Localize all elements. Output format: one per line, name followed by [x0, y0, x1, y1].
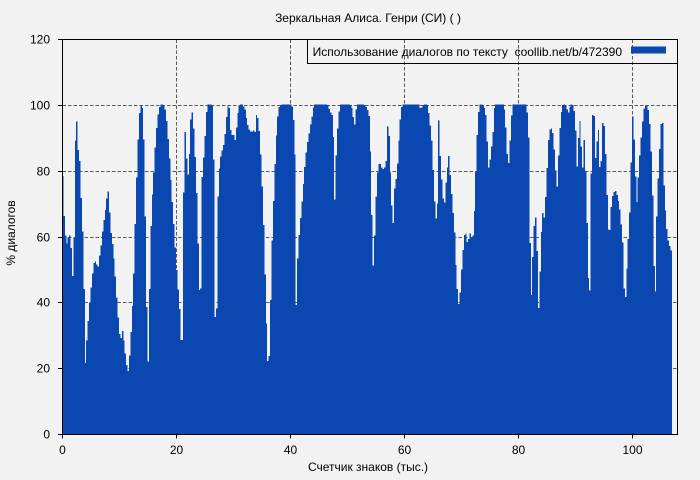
svg-text:20: 20 — [37, 362, 51, 376]
svg-text:Счетчик знаков (тыс.): Счетчик знаков (тыс.) — [308, 460, 428, 474]
svg-text:80: 80 — [37, 165, 51, 179]
svg-text:0: 0 — [43, 428, 50, 442]
svg-text:Использование диалогов по текс: Использование диалогов по тексту coollib… — [313, 45, 623, 59]
svg-text:100: 100 — [30, 99, 50, 113]
svg-text:60: 60 — [398, 443, 412, 457]
svg-text:40: 40 — [284, 443, 298, 457]
svg-text:20: 20 — [170, 443, 184, 457]
svg-text:Зеркальная Алиса. Генри (СИ) (: Зеркальная Алиса. Генри (СИ) ( ) — [275, 11, 461, 25]
svg-text:40: 40 — [37, 296, 51, 310]
svg-text:100: 100 — [622, 443, 642, 457]
svg-text:60: 60 — [37, 231, 51, 245]
svg-text:0: 0 — [59, 443, 66, 457]
svg-text:80: 80 — [512, 443, 526, 457]
svg-text:% диалогов: % диалогов — [4, 200, 18, 265]
svg-text:120: 120 — [30, 33, 50, 47]
